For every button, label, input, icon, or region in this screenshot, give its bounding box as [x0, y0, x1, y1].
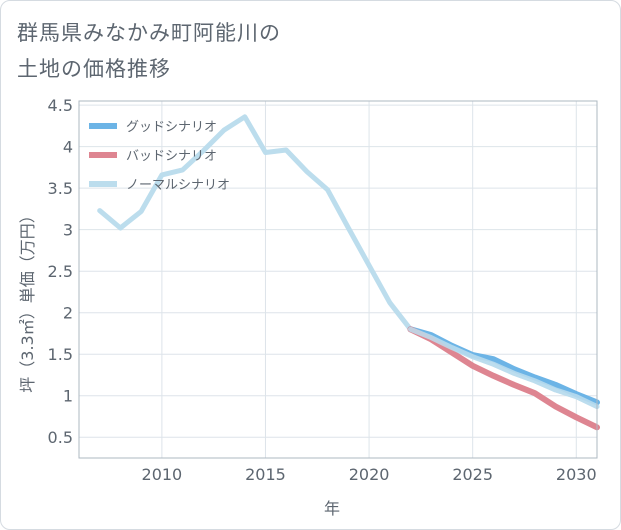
y-tick-label: 4.5	[48, 96, 73, 115]
y-axis-label: 坪（3.3㎡）単価（万円）	[18, 207, 37, 392]
series-line-2	[408, 326, 600, 409]
series-line-1	[407, 326, 600, 431]
legend-label: グッドシナリオ	[126, 120, 217, 135]
y-tick-label: 4	[63, 138, 73, 157]
x-tick-label: 2020	[349, 465, 390, 484]
x-axis-label: 年	[324, 499, 340, 518]
legend-label: バッドシナリオ	[126, 149, 217, 164]
y-tick-labels: 0.5 1 1.5 2 2.5 3 3.5 4 4.5	[48, 96, 73, 447]
y-tick-label: 1	[63, 387, 73, 406]
y-tick-label: 2	[63, 304, 73, 323]
y-tick-label: 0.5	[48, 428, 73, 447]
chart-title-line-2: 土地の価格推移	[17, 57, 171, 81]
x-tick-label: 2010	[142, 465, 183, 484]
grid	[79, 101, 597, 458]
plot-frame	[78, 100, 598, 459]
legend-label: ノーマルシナリオ	[126, 178, 230, 193]
y-tick-label: 3.5	[48, 179, 73, 198]
series-layer	[97, 114, 600, 431]
chart-title: 群馬県みなかみ町阿能川の 土地の価格推移	[17, 15, 281, 87]
y-tick-label: 3	[63, 221, 73, 240]
x-tick-label: 2015	[245, 465, 286, 484]
x-tick-label: 2030	[556, 465, 597, 484]
chart-title-line-1: 群馬県みなかみ町阿能川の	[17, 21, 281, 45]
x-tick-labels: 2010 2015 2020 2025 2030	[142, 465, 597, 484]
y-tick-label: 2.5	[48, 262, 73, 281]
y-tick-label: 1.5	[48, 345, 73, 364]
x-tick-label: 2025	[452, 465, 493, 484]
